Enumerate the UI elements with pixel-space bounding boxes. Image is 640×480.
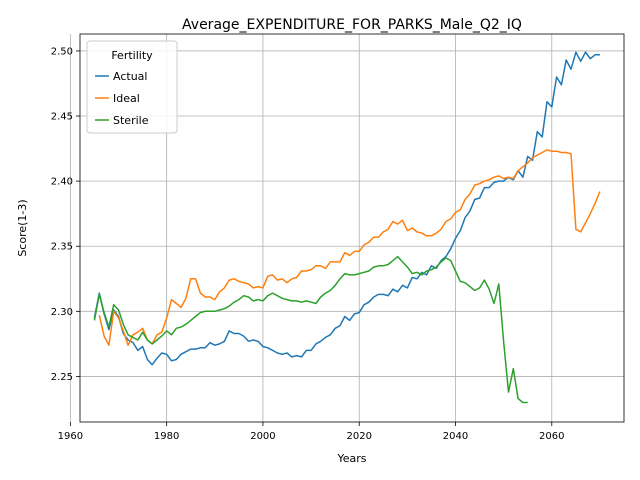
legend-label-sterile: Sterile: [113, 114, 149, 127]
y-tick-label: 2.30: [51, 307, 73, 318]
series-line-sterile: [93, 255, 528, 404]
x-axis-label: Years: [336, 452, 366, 465]
y-axis-ticks: 2.25 2.30 2.35 2.40 2.45 2.50: [51, 46, 80, 383]
legend-label-ideal: Ideal: [113, 92, 140, 105]
legend-box: [86, 40, 178, 134]
legend: Fertility Actual Ideal Sterile: [86, 40, 178, 134]
y-tick-label: 2.45: [51, 112, 73, 123]
y-axis-label: Score(1-3): [16, 199, 29, 256]
y-tick-label: 2.25: [51, 372, 73, 383]
x-tick-label: 2040: [443, 431, 468, 442]
x-axis-ticks: 1960 1980 2000 2020 2040 2060: [58, 422, 565, 442]
x-tick-label: 1960: [58, 431, 83, 442]
y-tick-label: 2.50: [51, 46, 73, 57]
y-tick-label: 2.35: [51, 242, 73, 253]
x-tick-label: 1980: [154, 431, 179, 442]
chart-title: Average_EXPENDITURE_FOR_PARKS_Male_Q2_IQ: [182, 17, 522, 33]
x-tick-label: 2060: [539, 431, 564, 442]
plot-frame: [79, 33, 625, 423]
legend-title: Fertility: [111, 49, 153, 62]
series-line-ideal: [98, 149, 601, 346]
legend-label-actual: Actual: [113, 70, 147, 83]
x-tick-label: 2020: [346, 431, 371, 442]
x-tick-label: 2000: [250, 431, 275, 442]
series-lines: [93, 51, 601, 404]
grid: [69, 34, 624, 422]
y-tick-label: 2.40: [51, 177, 73, 188]
